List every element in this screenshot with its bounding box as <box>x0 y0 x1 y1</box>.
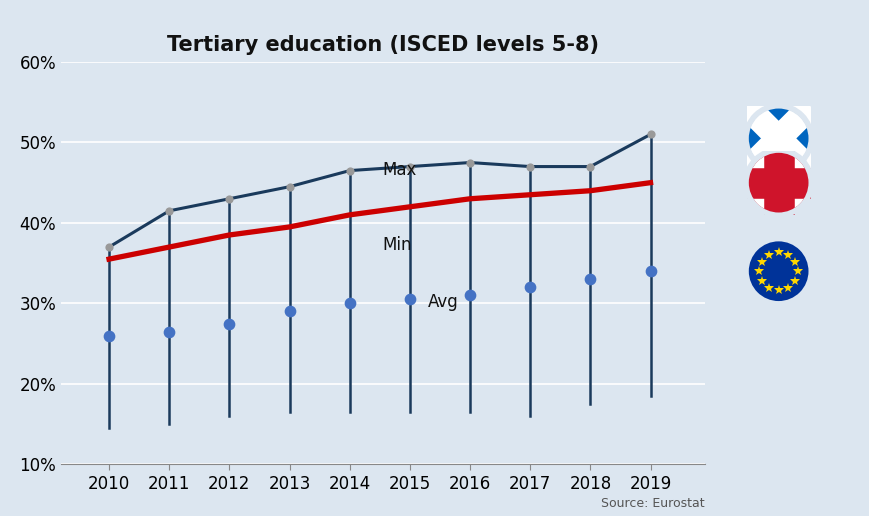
Point <box>522 283 536 292</box>
Title: Tertiary education (ISCED levels 5-8): Tertiary education (ISCED levels 5-8) <box>167 35 598 55</box>
Point <box>102 331 116 340</box>
Point <box>162 328 176 336</box>
Point <box>643 267 657 276</box>
Point <box>282 183 296 191</box>
Point <box>643 130 657 138</box>
Point <box>462 291 476 299</box>
Point <box>583 163 597 171</box>
Circle shape <box>746 239 810 303</box>
Text: Min: Min <box>382 236 412 254</box>
Point <box>462 158 476 167</box>
Circle shape <box>746 106 810 170</box>
Text: Max: Max <box>382 160 417 179</box>
Point <box>222 319 236 328</box>
Point <box>222 195 236 203</box>
Point <box>342 299 356 308</box>
Point <box>522 163 536 171</box>
Point <box>583 275 597 283</box>
Text: Source: Eurostat: Source: Eurostat <box>600 496 704 510</box>
Point <box>402 295 416 303</box>
Point <box>162 207 176 215</box>
Point <box>102 243 116 251</box>
Point <box>342 167 356 175</box>
Circle shape <box>746 151 810 215</box>
Text: Avg: Avg <box>428 293 458 311</box>
Point <box>402 163 416 171</box>
Point <box>282 308 296 316</box>
